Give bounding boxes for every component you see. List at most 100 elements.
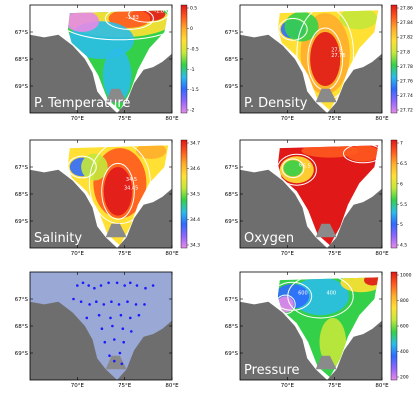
station-point <box>134 303 138 306</box>
panel-title: Pressure <box>244 363 300 378</box>
contour-label: -1.83 <box>126 15 139 21</box>
land-mass <box>30 169 172 248</box>
colorbar-tick-label: 34.6 <box>190 166 200 172</box>
panel-title: P. Density <box>244 96 308 111</box>
lon-tick-label: 75°E <box>118 383 132 389</box>
colorbar-tick-label: 0.5 <box>190 6 197 12</box>
lat-tick-label: 67°S <box>15 30 29 36</box>
map-panel: 34.5 34.45 67°S 68°S 69°S 70°E 75°E 80°E Salinit… <box>15 139 200 257</box>
land-mass <box>240 169 382 248</box>
station-point <box>143 303 146 306</box>
lon-tick-label: 80°E <box>375 251 389 257</box>
station-point <box>120 362 124 366</box>
map-panel: 400 600 67°S 68°S 69°S 70°E 75°E 80°E Pressure 10… <box>225 271 412 389</box>
ice-shelf <box>315 355 337 370</box>
contour-label: 27.76 <box>331 53 345 59</box>
contour-label: 600 <box>298 290 308 296</box>
contour-line <box>287 277 354 319</box>
station-point <box>151 284 155 287</box>
colorbar-tick-label: 7 <box>400 141 403 147</box>
lat-tick-label: 68°S <box>225 57 239 63</box>
contour-line <box>277 281 313 311</box>
colorbar-tick-label: 6.5 <box>400 161 407 167</box>
colorbar-tick-label: 27.76 <box>400 78 413 84</box>
contour-label: 6 <box>299 162 302 168</box>
station-point <box>102 303 106 306</box>
colorbar-tick-label: -2 <box>190 108 195 114</box>
contour-line <box>67 155 97 179</box>
colorbar: 34.7 34.6 34.5 34.4 34.3 <box>180 139 200 249</box>
colorbar-tick-label: 27.86 <box>400 6 413 12</box>
contour-label: 400 <box>327 290 337 296</box>
station-point <box>135 284 139 287</box>
colorbar-tick-label: 4.5 <box>400 243 407 249</box>
lat-tick-label: 69°S <box>225 219 239 225</box>
lat-tick-label: 68°S <box>15 192 29 198</box>
lon-tick-label: 75°E <box>118 116 132 122</box>
contour-label: -1.8 <box>154 8 164 14</box>
colorbar-tick-label: 800 <box>400 298 409 304</box>
colorbar-tick-label: 400 <box>400 349 409 355</box>
contour-line <box>104 10 154 30</box>
land-mass <box>240 34 382 113</box>
panel-title: Oxygen <box>244 231 294 246</box>
colorbar-tick-label: 27.84 <box>400 20 413 26</box>
lon-tick-label: 70°E <box>71 116 85 122</box>
colorbar-tick-label: 27.78 <box>400 64 413 70</box>
lat-tick-label: 69°S <box>15 219 29 225</box>
station-point <box>130 330 133 333</box>
ice-shelf <box>105 88 127 103</box>
colorbar: 27.86 27.84 27.82 27.8 27.78 27.76 27.74 27.72 <box>390 4 413 114</box>
station-point <box>99 284 103 287</box>
ice-shelf <box>315 223 337 238</box>
lat-tick-label: 67°S <box>225 165 239 171</box>
lon-tick-label: 80°E <box>165 383 179 389</box>
colorbar-tick-label: 34.7 <box>190 141 200 147</box>
station-point <box>122 340 125 344</box>
map-panel: -1.83 -1.8 67°S 68°S 69°S 70°E 75°E 80°E P. Temp… <box>15 4 199 122</box>
lon-tick-label: 70°E <box>71 383 85 389</box>
lon-tick-label: 75°E <box>328 251 342 257</box>
colorbar-tick-label: 34.5 <box>190 192 200 198</box>
colorbar-tick-label: -0.5 <box>190 46 199 52</box>
station-point <box>93 286 96 290</box>
lon-tick-label: 70°E <box>71 251 85 257</box>
lon-tick-label: 70°E <box>281 251 295 257</box>
colorbar-tick-label: 200 <box>400 375 409 381</box>
station-point <box>121 327 125 331</box>
contour-label: 34.5 <box>126 177 137 183</box>
station-point <box>79 300 83 304</box>
colorbar: 0.5 0 -0.5 -1 -1.5 -2 <box>180 4 199 114</box>
contour-line <box>101 162 135 220</box>
colorbar-tick-label: 27.82 <box>400 35 413 41</box>
lon-tick-label: 70°E <box>281 383 295 389</box>
ice-shelf <box>315 88 337 103</box>
contour-line <box>67 10 169 41</box>
colorbar-tick-label: 5 <box>400 222 403 228</box>
station-point <box>95 300 98 304</box>
lat-tick-label: 67°S <box>225 297 239 303</box>
station-point <box>76 284 79 287</box>
colorbar: 7 6.5 6 5.5 5 4.5 <box>390 139 407 249</box>
contour-label: 6.5 <box>303 164 311 170</box>
ice-shelf <box>105 355 127 370</box>
lat-tick-label: 68°S <box>15 57 29 63</box>
station-point <box>100 327 104 331</box>
station-point <box>88 303 91 306</box>
station-point <box>117 303 121 306</box>
contour-line <box>343 145 379 164</box>
colorbar-tick-label: 0 <box>190 26 193 32</box>
station-point <box>113 338 116 341</box>
map-panel: 67°S 68°S 69°S 70°E 75°E 80°E <box>15 271 179 389</box>
station-point <box>129 281 132 285</box>
colorbar-tick-label: -1.5 <box>190 87 199 93</box>
lat-tick-label: 68°S <box>15 324 29 330</box>
station-point <box>115 281 119 285</box>
lon-tick-label: 75°E <box>118 251 132 257</box>
station-point <box>103 340 107 344</box>
lat-tick-label: 69°S <box>15 351 29 357</box>
colorbar-tick-label: 27.72 <box>400 108 413 114</box>
lon-tick-label: 80°E <box>375 383 389 389</box>
lat-tick-label: 69°S <box>225 84 239 90</box>
